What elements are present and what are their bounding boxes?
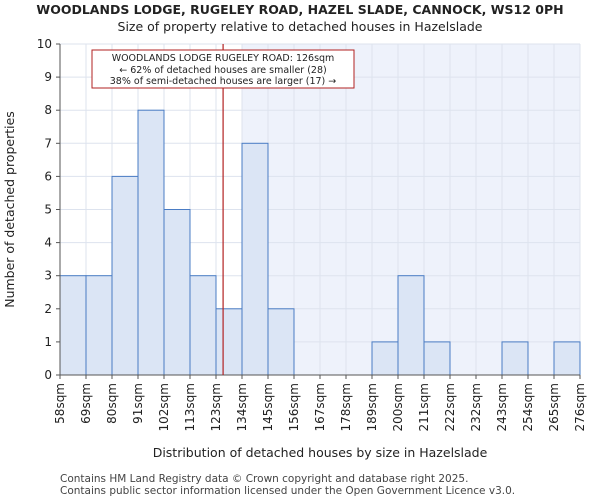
y-tick-label: 1 bbox=[44, 335, 52, 349]
histogram-bar bbox=[59, 275, 87, 376]
histogram-chart: 0 1 2 3 4 5 6 7 8 9 10 58sqm 69sqm 80sqm 91sqm 102sqm 11… bbox=[2, 37, 587, 460]
y-tick-label: 10 bbox=[37, 37, 52, 51]
histogram-bar bbox=[371, 341, 399, 376]
histogram-bar bbox=[215, 308, 243, 376]
histogram-bar bbox=[137, 109, 165, 376]
histogram-bar bbox=[111, 175, 139, 376]
histogram-bar bbox=[423, 341, 451, 376]
histogram-bar bbox=[501, 341, 529, 376]
x-tick-label: 211sqm bbox=[417, 383, 431, 431]
histogram-bar bbox=[553, 341, 581, 376]
annotation-line-2: ← 62% of detached houses are smaller (28… bbox=[119, 65, 326, 76]
chart-title: WOODLANDS LODGE, RUGELEY ROAD, HAZEL SLA… bbox=[36, 2, 564, 17]
y-tick-label: 3 bbox=[44, 269, 52, 283]
x-tick-label: 167sqm bbox=[313, 383, 327, 431]
x-tick-label: 189sqm bbox=[365, 383, 379, 431]
y-tick-label: 8 bbox=[44, 103, 52, 117]
x-tick-label: 134sqm bbox=[235, 383, 249, 431]
y-tick-label: 5 bbox=[44, 203, 52, 217]
y-axis-label: Number of detached properties bbox=[2, 111, 17, 308]
x-tick-label: 243sqm bbox=[495, 383, 509, 431]
y-tick-label: 7 bbox=[44, 136, 52, 150]
histogram-bar bbox=[163, 209, 191, 376]
chart-subtitle: Size of property relative to detached ho… bbox=[117, 19, 483, 34]
x-tick-label: 69sqm bbox=[79, 383, 93, 424]
histogram-bar bbox=[85, 275, 113, 376]
histogram-bar bbox=[241, 142, 269, 376]
x-tick-label: 145sqm bbox=[261, 383, 275, 431]
annotation-line-3: 38% of semi-detached houses are larger (… bbox=[110, 76, 337, 87]
x-tick-label: 222sqm bbox=[443, 383, 457, 431]
x-tick-label: 232sqm bbox=[469, 383, 483, 431]
x-tick-label: 156sqm bbox=[287, 383, 301, 431]
histogram-bar bbox=[267, 308, 295, 376]
x-tick-label: 102sqm bbox=[157, 383, 171, 431]
x-tick-label: 91sqm bbox=[131, 383, 145, 424]
x-tick-label: 265sqm bbox=[547, 383, 561, 431]
x-tick-label: 113sqm bbox=[183, 383, 197, 431]
x-tick-label: 178sqm bbox=[339, 383, 353, 431]
y-tick-label: 4 bbox=[44, 236, 52, 250]
x-tick-label: 200sqm bbox=[391, 383, 405, 431]
annotation-line-1: WOODLANDS LODGE RUGELEY ROAD: 126sqm bbox=[112, 53, 335, 64]
y-tick-label: 6 bbox=[44, 169, 52, 183]
y-tick-label: 0 bbox=[44, 368, 52, 382]
x-tick-label: 123sqm bbox=[209, 383, 223, 431]
histogram-bar bbox=[397, 275, 425, 376]
footer-line-1: Contains HM Land Registry data © Crown c… bbox=[60, 473, 469, 485]
x-tick-label: 80sqm bbox=[105, 383, 119, 424]
y-tick-label: 2 bbox=[44, 302, 52, 316]
x-tick-label: 254sqm bbox=[521, 383, 535, 431]
y-tick-label: 9 bbox=[44, 70, 52, 84]
x-tick-label: 276sqm bbox=[573, 383, 587, 431]
annotation-box: WOODLANDS LODGE RUGELEY ROAD: 126sqm ← 6… bbox=[91, 49, 355, 89]
x-tick-label: 58sqm bbox=[53, 383, 67, 424]
footer-line-2: Contains public sector information licen… bbox=[60, 485, 516, 497]
x-axis-label: Distribution of detached houses by size … bbox=[153, 445, 488, 460]
histogram-bar bbox=[189, 275, 217, 376]
